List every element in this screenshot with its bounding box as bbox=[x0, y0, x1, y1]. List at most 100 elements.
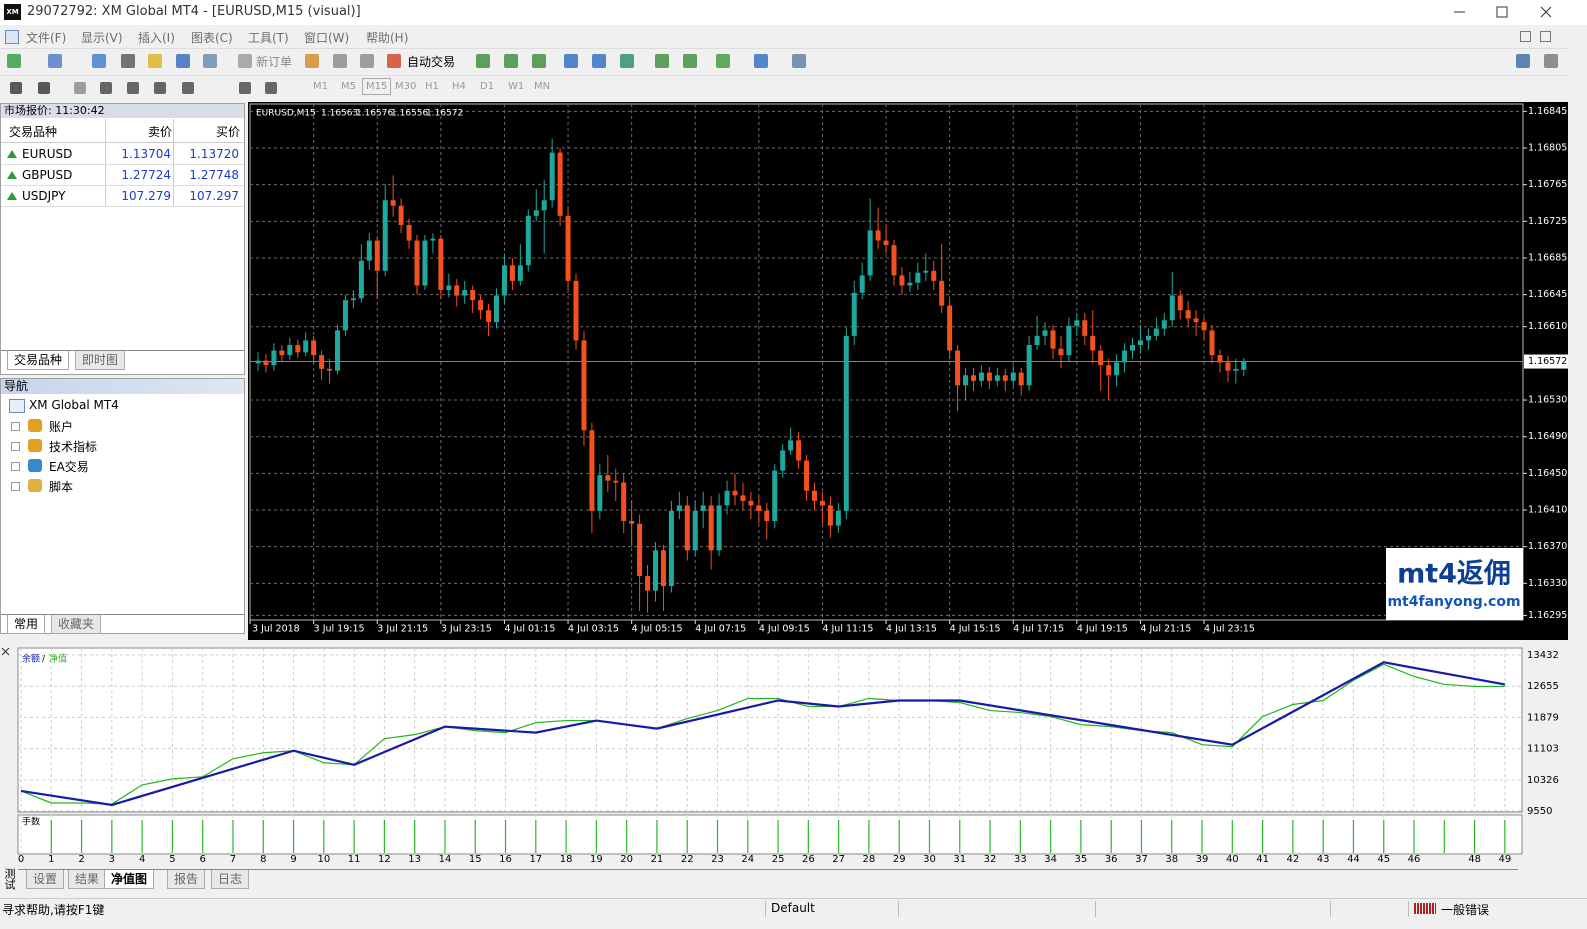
toolbar-button[interactable]: 自动交易 bbox=[407, 55, 456, 69]
toolbar-icon[interactable] bbox=[74, 82, 86, 94]
menu-icon[interactable] bbox=[5, 30, 19, 44]
panel-close[interactable] bbox=[232, 106, 241, 115]
status-profile[interactable]: Default bbox=[771, 901, 815, 915]
symbol-cell[interactable]: EURUSD bbox=[22, 147, 73, 161]
menu-item[interactable]: 窗口(W) bbox=[304, 31, 350, 45]
toolbar-icon[interactable] bbox=[1544, 54, 1558, 68]
toolbar-icon[interactable] bbox=[154, 82, 166, 94]
toolbar-icon[interactable] bbox=[655, 54, 669, 68]
tree-expander[interactable] bbox=[11, 482, 20, 491]
toolbar-icon[interactable] bbox=[476, 54, 490, 68]
toolbar-icon[interactable] bbox=[182, 82, 194, 94]
toolbar-icon[interactable] bbox=[238, 54, 252, 68]
tree-expander[interactable] bbox=[11, 462, 20, 471]
menu-item[interactable]: 插入(I) bbox=[138, 31, 175, 45]
toolbar-icon[interactable] bbox=[38, 82, 50, 94]
toolbar-icon[interactable] bbox=[360, 54, 374, 68]
toolbar-icon[interactable] bbox=[532, 54, 546, 68]
panel-tab[interactable]: 即时图 bbox=[75, 351, 126, 370]
timeframe-button[interactable]: H4 bbox=[452, 81, 466, 92]
menu-item[interactable]: 文件(F) bbox=[26, 31, 67, 45]
toolbar-icon[interactable] bbox=[10, 82, 22, 94]
toolbar-icon[interactable] bbox=[504, 54, 518, 68]
tester-tab[interactable]: 设置 bbox=[26, 870, 65, 889]
maximize-button[interactable] bbox=[1496, 6, 1508, 18]
toolbar-icon[interactable] bbox=[1516, 54, 1530, 68]
panel-tab[interactable]: 常用 bbox=[7, 615, 46, 634]
toolbar-icon[interactable] bbox=[127, 82, 139, 94]
candle-body bbox=[931, 270, 937, 281]
tree-root[interactable]: XM Global MT4 bbox=[29, 398, 119, 412]
candle-body bbox=[1161, 320, 1167, 329]
menu-item[interactable]: 图表(C) bbox=[191, 31, 233, 45]
symbol-cell[interactable]: USDJPY bbox=[22, 189, 66, 203]
toolbar-icon[interactable] bbox=[265, 82, 277, 94]
toolbar-icon[interactable] bbox=[48, 54, 62, 68]
ask-cell[interactable]: 1.13720 bbox=[189, 147, 239, 161]
panel-tab[interactable]: 交易品种 bbox=[7, 351, 70, 370]
tester-tab[interactable]: 报告 bbox=[167, 870, 206, 889]
toolbar-icon[interactable] bbox=[100, 82, 112, 94]
symbol-cell[interactable]: GBPUSD bbox=[22, 168, 73, 182]
toolbar-icon[interactable] bbox=[792, 54, 806, 68]
timeframe-button[interactable]: H1 bbox=[425, 81, 439, 92]
bid-cell[interactable]: 1.27724 bbox=[121, 168, 171, 182]
column-header[interactable]: 卖价 bbox=[147, 125, 172, 139]
toolbar-button[interactable] bbox=[212, 79, 224, 93]
toolbar-icon[interactable] bbox=[620, 54, 634, 68]
column-header[interactable]: 买价 bbox=[215, 125, 240, 139]
tree-expander[interactable] bbox=[11, 442, 20, 451]
tree-expander[interactable] bbox=[11, 422, 20, 431]
toolbar-icon[interactable] bbox=[7, 54, 21, 68]
timeframe-button[interactable]: D1 bbox=[480, 81, 495, 92]
tester-tab[interactable]: 日志 bbox=[211, 870, 250, 889]
tree-item[interactable]: 账户 bbox=[49, 420, 74, 434]
bid-cell[interactable]: 107.279 bbox=[121, 189, 171, 203]
menu-item[interactable]: 工具(T) bbox=[248, 31, 289, 45]
toolbar-icon[interactable] bbox=[716, 54, 730, 68]
window-button[interactable] bbox=[1540, 31, 1551, 42]
toolbar-icon[interactable] bbox=[148, 54, 162, 68]
ask-cell[interactable]: 107.297 bbox=[189, 189, 239, 203]
toolbar-icon[interactable] bbox=[203, 54, 217, 68]
toolbar-icon[interactable] bbox=[176, 54, 190, 68]
toolbar-icon[interactable] bbox=[333, 54, 347, 68]
toolbar-main: 新订单 自动交易 bbox=[0, 48, 1568, 76]
timeframe-button[interactable]: MN bbox=[534, 81, 551, 92]
toolbar-icon[interactable] bbox=[754, 54, 768, 68]
timeframe-button[interactable]: W1 bbox=[508, 81, 525, 92]
timeframe-button[interactable]: M1 bbox=[313, 81, 328, 92]
timeframe-button[interactable]: M5 bbox=[341, 81, 356, 92]
toolbar-icon[interactable] bbox=[239, 82, 251, 94]
market-watch-panel: 市场报价: 11:30:42 交易品种 卖价 买价 EURUSD 1.13704 1.137… bbox=[0, 103, 245, 375]
y-tick-label: 1.16295 bbox=[1528, 610, 1567, 621]
watermark-url: mt4fanyong.com bbox=[1387, 594, 1520, 610]
close-button[interactable] bbox=[1540, 6, 1552, 18]
toolbar-icon[interactable] bbox=[305, 54, 319, 68]
bid-cell[interactable]: 1.13704 bbox=[121, 147, 171, 161]
column-header[interactable]: 交易品种 bbox=[9, 125, 58, 139]
window-button[interactable] bbox=[1520, 31, 1531, 42]
window-button[interactable] bbox=[1556, 31, 1565, 40]
toolbar-icon[interactable] bbox=[121, 54, 135, 68]
toolbar-icon[interactable] bbox=[592, 54, 606, 68]
tree-item[interactable]: 脚本 bbox=[49, 480, 74, 494]
toolbar-button[interactable]: 新订单 bbox=[256, 55, 293, 69]
tester-tab[interactable]: 结果 bbox=[68, 870, 107, 889]
toolbar-icon[interactable] bbox=[387, 54, 401, 68]
tree-item[interactable]: 技术指标 bbox=[49, 440, 98, 454]
timeframe-button[interactable]: M30 bbox=[395, 81, 417, 92]
panel-tab[interactable]: 收藏夹 bbox=[51, 615, 102, 634]
tree-item[interactable]: EA交易 bbox=[49, 460, 89, 474]
menu-item[interactable]: 帮助(H) bbox=[366, 31, 409, 45]
timeframe-button[interactable]: M15 bbox=[362, 78, 392, 95]
candle-body bbox=[1018, 372, 1024, 386]
menu-item[interactable]: 显示(V) bbox=[81, 31, 123, 45]
tester-tab[interactable]: 净值图 bbox=[104, 870, 155, 889]
panel-close[interactable] bbox=[232, 382, 241, 391]
toolbar-icon[interactable] bbox=[92, 54, 106, 68]
status-connection[interactable]: 一般错误 bbox=[1441, 903, 1490, 917]
toolbar-icon[interactable] bbox=[564, 54, 578, 68]
toolbar-icon[interactable] bbox=[683, 54, 697, 68]
ask-cell[interactable]: 1.27748 bbox=[189, 168, 239, 182]
